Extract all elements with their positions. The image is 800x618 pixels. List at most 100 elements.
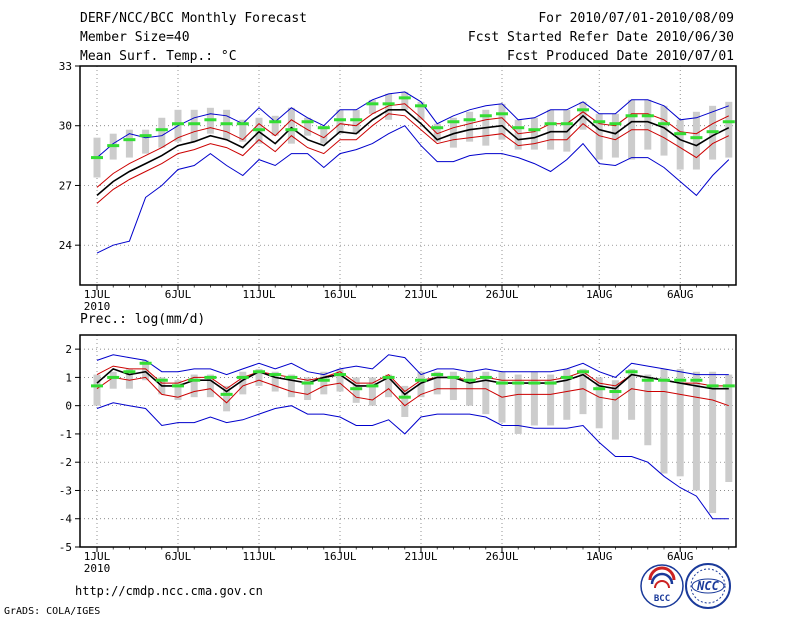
spread-box	[401, 385, 409, 417]
spread-box	[595, 113, 603, 160]
spread-box	[514, 119, 522, 150]
spread-box	[385, 93, 393, 120]
spread-box	[287, 374, 295, 398]
y-tick-label: 0	[65, 400, 72, 413]
spread-box	[692, 371, 700, 491]
x-tick-label: 26JUL	[485, 550, 518, 563]
x-tick-label: 26JUL	[485, 288, 518, 301]
bcc-logo: BCC	[640, 564, 684, 608]
y-tick-label: -5	[59, 541, 72, 554]
series-line-upper	[96, 103, 730, 188]
precipitation-panel: 2 1 0 -1 -2 -3 -4 -5 1JUL 6JUL 11JUL 16JUL 21JUL 26JU…	[59, 334, 737, 575]
produced-date-label: Fcst Produced Date 2010/07/01	[507, 49, 734, 64]
spread-box	[174, 380, 182, 401]
spread-box	[239, 371, 247, 395]
member-size-label: Member Size=40	[80, 30, 190, 45]
spread-box	[401, 91, 409, 110]
spread-box	[417, 101, 425, 120]
series-line-max	[96, 354, 729, 378]
temperature-panel: 24 27 30 33 1JUL 6JUL 11JUL 16JUL 21JUL 26JUL 1AUG…	[59, 60, 737, 313]
spread-box	[368, 377, 376, 406]
spread-box	[190, 109, 198, 142]
figure-title: DERF/NCC/BCC Monthly Forecast	[80, 11, 307, 26]
spread-box	[644, 374, 652, 446]
grads-credit: GrADS: COLA/IGES	[4, 606, 100, 617]
x-tick-label: 21JUL	[404, 288, 437, 301]
spread-box	[644, 99, 652, 150]
x-tick-label: 1JUL	[84, 288, 111, 301]
spread-box	[433, 123, 441, 142]
y-tick-label: 33	[59, 60, 72, 73]
year-label: 2010	[84, 300, 111, 313]
x-tick-label: 6JUL	[165, 550, 192, 563]
spread-box	[514, 374, 522, 434]
y-tick-label: -2	[59, 456, 72, 469]
spread-box	[255, 368, 263, 386]
spread-box	[611, 113, 619, 158]
spread-box	[336, 109, 344, 134]
ncc-logo-text: NCC	[696, 579, 719, 593]
spread-box	[563, 368, 571, 420]
spread-box	[304, 377, 312, 401]
spread-box	[530, 117, 538, 150]
spread-box	[352, 109, 360, 134]
variable-label: Mean Surf. Temp.: °C	[80, 49, 237, 64]
spread-box	[547, 109, 555, 150]
spread-box	[368, 99, 376, 114]
spread-box	[271, 371, 279, 392]
spread-box	[709, 371, 717, 514]
ncc-logo: NCC	[685, 563, 731, 609]
spread-box	[498, 103, 506, 140]
spread-box	[692, 111, 700, 170]
x-tick-label: 1JUL	[84, 550, 111, 563]
spread-box	[158, 117, 166, 148]
spread-box	[271, 115, 279, 136]
series-line-lower	[96, 113, 730, 204]
spread-box	[304, 117, 312, 136]
series-line-min	[96, 402, 729, 520]
x-tick-label: 16JUL	[323, 288, 356, 301]
spread-box	[417, 371, 425, 398]
spread-box	[125, 368, 133, 389]
x-tick-label: 1AUG	[586, 550, 613, 563]
y-tick-label: -4	[59, 513, 73, 526]
y-tick-label: 1	[65, 371, 72, 384]
plot-frame	[79, 334, 737, 548]
spread-box	[433, 371, 441, 395]
series-line-mean	[96, 109, 730, 197]
website-url[interactable]: http://cmdp.ncc.cma.gov.cn	[75, 584, 263, 598]
spread-box	[287, 107, 295, 144]
series-line-max	[96, 91, 729, 158]
spread-box	[109, 371, 117, 389]
x-tick-label: 21JUL	[404, 550, 437, 563]
spread-box	[725, 374, 733, 482]
spread-box	[482, 371, 490, 415]
spread-box	[449, 117, 457, 148]
x-tick-label: 16JUL	[323, 550, 356, 563]
spread-box	[660, 368, 668, 474]
spread-box	[547, 374, 555, 426]
spread-box	[676, 119, 684, 170]
spread-box	[676, 368, 684, 477]
y-tick-label: 2	[65, 343, 72, 356]
spread-box	[320, 371, 328, 395]
spread-box	[611, 380, 619, 440]
x-tick-label: 11JUL	[242, 550, 275, 563]
spread-box	[660, 105, 668, 156]
x-tick-label: 6AUG	[667, 288, 694, 301]
spread-box	[142, 360, 150, 381]
spread-box	[239, 119, 247, 142]
spread-box	[530, 371, 538, 426]
spread-box	[595, 377, 603, 429]
x-tick-label: 6JUL	[165, 288, 192, 301]
spread-box	[142, 129, 150, 154]
series-line-min	[96, 125, 730, 254]
forecast-period-label: For 2010/07/01-2010/08/09	[538, 11, 734, 26]
spread-box	[93, 374, 101, 406]
spread-box	[628, 368, 636, 420]
spread-box	[579, 368, 587, 415]
x-tick-label: 1AUG	[586, 288, 613, 301]
year-label: 2010	[84, 562, 111, 575]
spread-box	[385, 374, 393, 398]
